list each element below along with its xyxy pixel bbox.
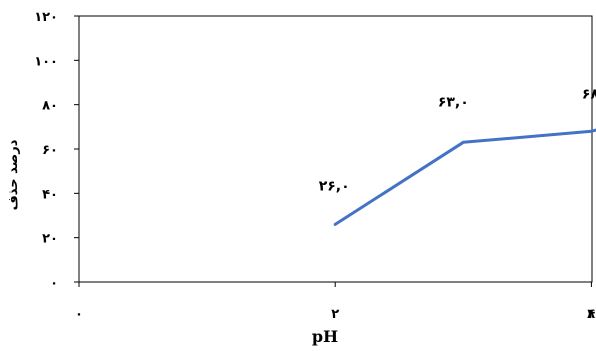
series-line <box>333 128 596 226</box>
y-tick-label: ۱۲۰ <box>34 10 58 25</box>
y-tick-label: ۲۰ <box>42 232 58 247</box>
y-tick-label: ۸۰ <box>42 99 58 114</box>
x-tick-label: ۸ <box>587 307 595 322</box>
x-tick-label: ۴ <box>587 307 595 322</box>
data-label: ۶۳,۰ <box>438 94 469 110</box>
data-labels: ۲۶,۰۶۳,۰۶۸,۰۸۳,۰۹۵,۶۹۶,۴ <box>319 86 596 194</box>
y-tick-label: ۶۰ <box>42 143 58 158</box>
data-label: ۶۸,۰ <box>582 86 596 102</box>
x-tick-label: ۲ <box>331 307 339 322</box>
y-tick-label: ۰ <box>50 276 58 291</box>
x-axis-title: pH <box>312 327 338 346</box>
series-group <box>333 128 596 226</box>
y-axis-ticks: ۰ ۲۰ ۴۰ ۶۰ ۸۰ ۱۰۰ ۱۲۰ <box>34 10 79 291</box>
y-tick-label: ۱۰۰ <box>34 54 58 69</box>
x-axis-ticks: ۰۲۴۶۸ <box>75 282 595 322</box>
plot-area <box>78 15 593 283</box>
data-label: ۲۶,۰ <box>319 178 350 194</box>
x-tick-label: ۰ <box>75 307 83 322</box>
y-axis-title: درصد حذف <box>6 139 21 210</box>
y-tick-label: ۴۰ <box>42 187 58 202</box>
